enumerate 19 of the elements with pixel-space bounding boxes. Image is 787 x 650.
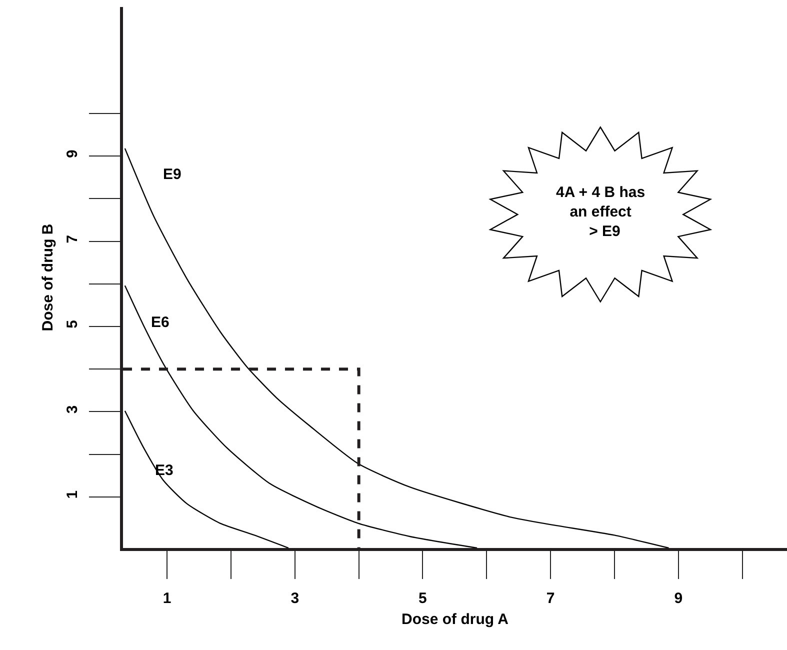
x-tick-label: 5 — [418, 590, 427, 607]
y-tick-label: 9 — [64, 150, 81, 158]
line-series — [124, 148, 670, 548]
line-series — [124, 410, 290, 548]
annotation: E3 — [155, 462, 174, 479]
y-axis-title: Dose of drug B — [39, 224, 56, 332]
y-tick-label: 5 — [64, 320, 81, 328]
y-tick-label: 3 — [64, 405, 81, 414]
x-axis-title: Dose of drug A — [402, 611, 509, 628]
x-tick-label: 1 — [162, 590, 172, 607]
line-series — [124, 284, 478, 548]
annotation: E9 — [163, 166, 182, 183]
y-tick-label: 1 — [64, 490, 81, 499]
x-tick-label: 3 — [290, 590, 300, 607]
x-tick-label: 9 — [674, 590, 683, 607]
x-tick-label: 7 — [546, 590, 555, 607]
annotation: E6 — [151, 314, 170, 331]
y-tick-label: 7 — [64, 234, 81, 244]
annotation: 4A + 4 B has an effect > E9 — [556, 184, 646, 240]
